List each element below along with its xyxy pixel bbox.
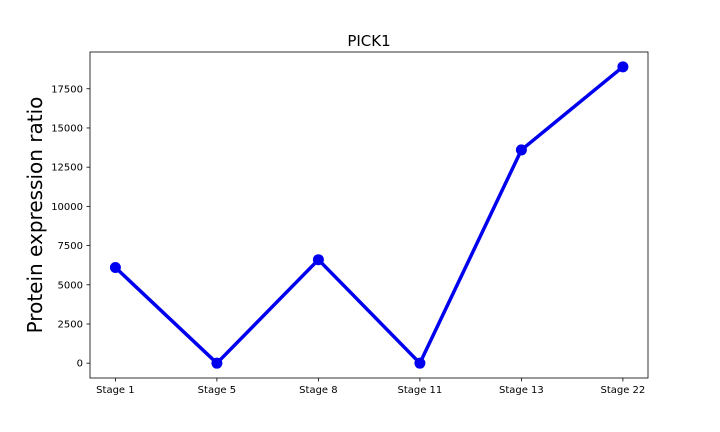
y-tick-label: 17500 xyxy=(51,84,83,95)
chart-title: PICK1 xyxy=(347,32,390,50)
x-tick-label: Stage 5 xyxy=(198,385,236,396)
y-tick-label: 7500 xyxy=(58,241,83,252)
data-point xyxy=(617,61,629,73)
plot-area: 0 2500 5000 7500 10000 12500 15000 17500 Stage … xyxy=(51,51,649,396)
x-tick-label: Stage 8 xyxy=(299,385,337,396)
data-point xyxy=(109,262,121,274)
data-point xyxy=(515,144,527,156)
series-layer xyxy=(109,61,629,369)
y-tick-label: 0 xyxy=(77,359,83,370)
y-tick-label: 10000 xyxy=(51,202,83,213)
y-tick-label: 2500 xyxy=(58,319,83,330)
x-tick-label: Stage 22 xyxy=(600,385,645,396)
series-line xyxy=(114,65,625,365)
x-tick-label: Stage 1 xyxy=(96,385,134,396)
axes-frame xyxy=(89,51,649,379)
x-axis-ticks: Stage 1 Stage 5 Stage 8 Stage 11 Stage 13 Sta… xyxy=(96,378,645,396)
y-tick-label: 15000 xyxy=(51,123,83,134)
y-tick-label: 12500 xyxy=(51,163,83,174)
y-tick-label: 5000 xyxy=(58,280,83,291)
y-axis-label: Protein expression ratio xyxy=(23,97,47,334)
data-point xyxy=(414,357,426,369)
x-tick-label: Stage 13 xyxy=(499,385,544,396)
data-point xyxy=(312,254,324,266)
x-tick-label: Stage 11 xyxy=(397,385,442,396)
data-point xyxy=(211,357,223,369)
y-axis-ticks: 0 2500 5000 7500 10000 12500 15000 17500 xyxy=(51,84,90,370)
